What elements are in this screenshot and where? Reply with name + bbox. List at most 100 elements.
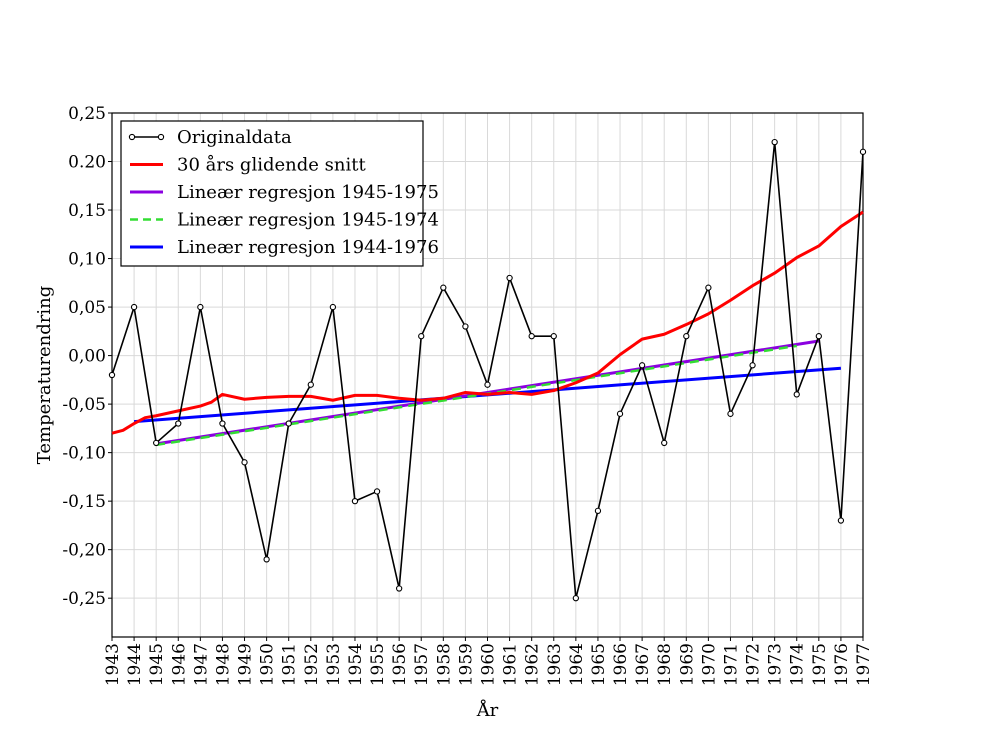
data-point [219,420,226,427]
x-tick-label: 1966 [611,643,631,686]
y-tick-label: -0,10 [62,444,106,464]
legend-box [120,120,424,267]
data-point [683,333,690,340]
x-tick-label: 1958 [434,643,454,686]
x-tick-label: 1943 [103,643,123,686]
y-tick-label: 0,05 [68,298,106,318]
y-tick-label: -0,05 [62,395,106,415]
data-point [550,333,557,340]
data-point [594,507,602,515]
y-tick-label: 0.20 [68,153,106,173]
legend-label: Lineær regresjon 1944-1976 [177,237,439,258]
x-tick-label: 1963 [545,643,565,686]
legend-entry: Lineær regresjon 1945-1975 [130,182,439,203]
y-axis-label: Temperaturendring [34,286,55,465]
series-1 [111,210,864,435]
x-tick-label: 1967 [633,643,653,686]
data-point [815,333,822,340]
y-tick-label: -0,25 [62,589,106,609]
legend-label: Originaldata [177,127,292,148]
data-point [661,439,668,447]
data-point [528,333,535,340]
data-point [616,410,624,417]
y-tick-label: 0,25 [68,104,106,124]
data-point [771,138,778,146]
x-tick-label: 1964 [567,643,587,686]
legend-marker [157,133,165,141]
data-point [793,391,800,398]
series-0 [108,138,867,602]
x-tick-label: 1973 [766,643,786,686]
data-point [462,323,469,330]
data-point [705,284,712,291]
x-tick-label: 1961 [501,643,521,686]
y-tick-label: -0,15 [62,492,106,512]
x-tick-label: 1962 [523,643,543,686]
legend-label: Lineær regresjon 1945-1974 [177,210,439,231]
x-tick-label: 1955 [368,643,388,686]
x-tick-label: 1948 [213,643,233,686]
series-layer [108,138,867,602]
x-tick-label: 1945 [147,643,167,686]
data-point [263,556,270,563]
y-tick-label: -0,20 [62,541,106,561]
x-tick-label: 1971 [721,643,741,686]
data-point [307,381,314,388]
data-point [153,439,160,447]
data-point [440,284,447,291]
data-point [373,488,381,495]
y-axis-ticks: 0,25 0.20 0,15 0,10 0,05 0,00 -0,05 -0,10 -0,15 -… [62,104,112,609]
data-point [484,381,491,388]
data-point [638,362,646,369]
data-point [727,410,734,417]
x-tick-label: 1965 [589,643,609,686]
x-tick-label: 1974 [788,643,808,686]
x-tick-label: 1951 [280,643,300,686]
legend-entry: 30 års glidende snitt [130,154,366,176]
y-tick-label: 0,15 [68,201,106,221]
data-point [395,585,403,592]
legend-entry: Lineær regresjon 1944-1976 [130,237,439,258]
data-point [329,303,337,311]
legend-label: Lineær regresjon 1945-1975 [177,182,439,203]
x-axis-label: År [476,699,499,721]
x-tick-label: 1972 [744,643,764,686]
data-point [285,420,292,427]
x-tick-label: 1970 [699,643,719,686]
legend-entry: Originaldata [128,127,292,148]
legend-entry: Lineær regresjon 1945-1974 [130,210,439,231]
data-point [130,303,138,311]
series-3 [155,344,797,447]
legend: Originaldata 30 års glidende snitt Lineær … [120,120,439,267]
y-tick-label: 0,00 [68,347,106,367]
x-tick-label: 1968 [655,643,675,686]
data-point [506,274,513,282]
data-point [197,303,204,311]
data-point [859,148,867,155]
x-tick-label: 1949 [236,643,256,686]
x-tick-label: 1946 [169,643,189,686]
legend-marker [128,133,136,141]
y-tick-label: 0,10 [68,250,106,270]
x-axis-ticks: 1943 1944 1945 1946 1947 1948 1949 1950 1951 1952… [103,637,874,686]
x-tick-label: 1975 [810,643,830,686]
x-tick-label: 1947 [191,643,211,686]
x-tick-label: 1976 [832,643,852,686]
data-point [418,333,425,340]
data-point [108,371,116,379]
data-point [749,362,756,369]
x-tick-label: 1969 [677,643,697,686]
data-point [351,497,359,505]
legend-label: 30 års glidende snitt [177,154,366,176]
x-tick-label: 1952 [302,643,322,686]
x-tick-label: 1954 [346,643,366,686]
x-tick-label: 1957 [412,643,432,686]
x-tick-label: 1950 [258,643,278,686]
x-tick-label: 1953 [324,643,344,686]
data-point [241,459,248,466]
data-point [572,595,580,602]
x-tick-label: 1944 [125,643,145,686]
x-tick-label: 1959 [456,643,476,686]
data-point [837,517,845,524]
